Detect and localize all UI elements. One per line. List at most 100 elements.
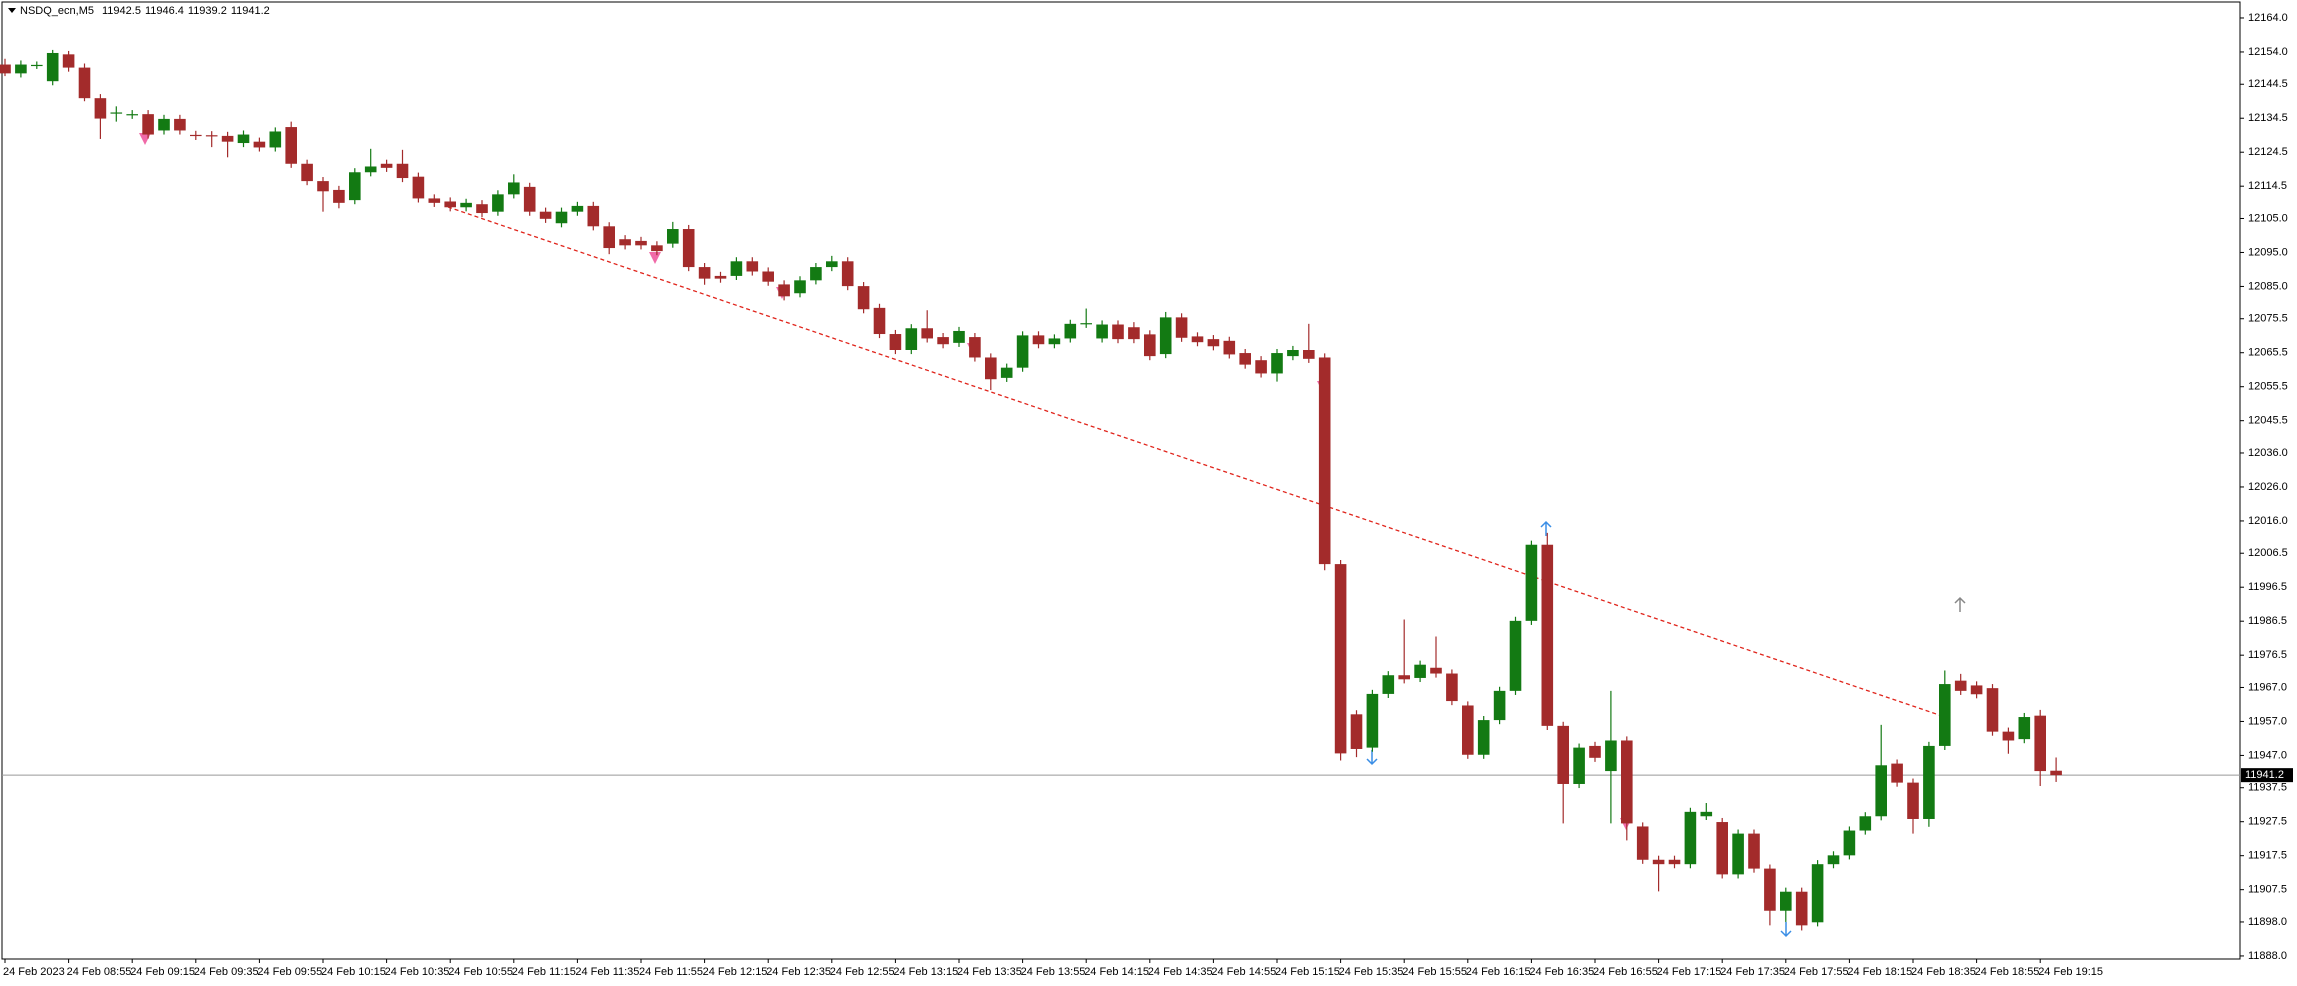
fractal-arrow [1954, 596, 1966, 612]
candle-body [1350, 714, 1363, 749]
candle-body [1318, 357, 1331, 565]
x-tick-label: 24 Feb 12:35 [766, 966, 831, 978]
x-tick-label: 24 Feb 10:55 [448, 966, 513, 978]
header-open: 11942.5 [102, 5, 141, 17]
candle-body [1191, 336, 1204, 343]
candle-body [1684, 811, 1697, 865]
candle-body [221, 135, 234, 142]
candle-body [826, 261, 838, 268]
candle-body [810, 267, 822, 281]
candle-body [1414, 664, 1426, 678]
candle-body [1668, 859, 1681, 865]
candle-body [1016, 335, 1029, 368]
trend-line [447, 206, 1946, 718]
candle-body [1764, 868, 1776, 911]
y-tick-label: 11937.5 [2248, 782, 2287, 794]
candle-body [126, 114, 138, 116]
candle-body [285, 127, 297, 164]
price-tag: 11941.2 [2241, 768, 2293, 783]
candle-body [78, 67, 91, 99]
candle-body [635, 240, 647, 246]
x-tick-label: 24 Feb 11:35 [575, 966, 639, 978]
y-tick-label: 11917.5 [2248, 850, 2287, 862]
candle-body [15, 64, 27, 74]
x-tick-label: 24 Feb 11:15 [512, 966, 576, 978]
candle-body [237, 134, 250, 144]
x-tick-label: 24 Feb 16:15 [1466, 966, 1531, 978]
x-tick-label: 24 Feb 13:35 [957, 966, 1022, 978]
x-tick-label: 24 Feb 15:35 [1339, 966, 1404, 978]
candle-body [969, 337, 981, 358]
candle-body [1525, 544, 1538, 621]
candle-body [1477, 720, 1490, 755]
candle-body [953, 330, 965, 343]
y-tick-label: 12075.5 [2248, 313, 2288, 325]
x-tick-label: 24 Feb 13:55 [1021, 966, 1086, 978]
candle-body [1430, 667, 1442, 674]
candle-body [1986, 688, 1999, 732]
plot-frame [1, 1, 2241, 960]
chart-header: NSDQ_ecn,M5 11942.5 11946.4 11939.2 11941.2 [20, 5, 270, 17]
candle-body [1175, 317, 1188, 338]
x-tick-label: 24 Feb 12:15 [703, 966, 768, 978]
candle-body [857, 286, 870, 310]
candle-body [1334, 564, 1347, 754]
candle-body [46, 52, 59, 82]
candle-body [269, 131, 282, 148]
candle-body [1605, 740, 1617, 772]
y-tick-label: 11898.0 [2248, 916, 2287, 928]
x-tick-label: 24 Feb 17:55 [1784, 966, 1849, 978]
candle-body [396, 163, 409, 179]
candle-body [539, 211, 552, 219]
candle-body [1843, 830, 1856, 856]
candle-body [1748, 833, 1760, 869]
candle-body [1780, 891, 1792, 911]
candle-body [1159, 317, 1172, 355]
candle-body [1398, 675, 1410, 680]
candle-body [1366, 693, 1379, 748]
candle-body [1239, 353, 1251, 365]
candle-body [508, 182, 520, 195]
x-tick-label: 24 Feb 17:35 [1720, 966, 1785, 978]
candle-body [1621, 740, 1633, 824]
candle-body [1970, 685, 1983, 695]
candle-body [555, 211, 568, 224]
y-tick-label: 12095.0 [2248, 246, 2288, 258]
candle-body [1446, 673, 1458, 702]
candle-body [349, 172, 361, 201]
y-tick-label: 11947.0 [2248, 749, 2287, 761]
candle-body [714, 275, 727, 279]
candle-body [1000, 367, 1013, 378]
candle-body [523, 186, 536, 212]
candle-body [492, 194, 504, 212]
candle-body [937, 337, 949, 345]
x-tick-label: 24 Feb 18:35 [1911, 966, 1976, 978]
candle-body [905, 328, 918, 350]
candle-body [2002, 731, 2015, 741]
candle-body [110, 112, 123, 114]
candle-body [1255, 360, 1267, 374]
x-tick-label: 24 Feb 15:55 [1402, 966, 1467, 978]
candle-body [1875, 765, 1887, 817]
x-tick-label: 24 Feb 15:15 [1275, 966, 1340, 978]
candle-body [205, 135, 218, 137]
candle-body [253, 141, 266, 148]
candle-body [603, 226, 615, 249]
candle-body [1636, 826, 1649, 860]
candles [0, 49, 2062, 931]
y-tick-label: 12124.5 [2248, 146, 2288, 158]
y-tick-label: 12114.5 [2248, 180, 2287, 192]
candle-body [1589, 745, 1601, 758]
candle-body [1462, 705, 1474, 755]
candle-body [1080, 323, 1092, 325]
y-tick-label: 11957.0 [2248, 715, 2287, 727]
header-high: 11946.4 [145, 5, 184, 17]
candle-body [1303, 350, 1315, 359]
candle-body [1271, 353, 1283, 374]
candle-body [1382, 675, 1395, 694]
candle-body [1128, 327, 1140, 340]
candle-body [31, 64, 43, 67]
candle-body [1827, 855, 1840, 865]
